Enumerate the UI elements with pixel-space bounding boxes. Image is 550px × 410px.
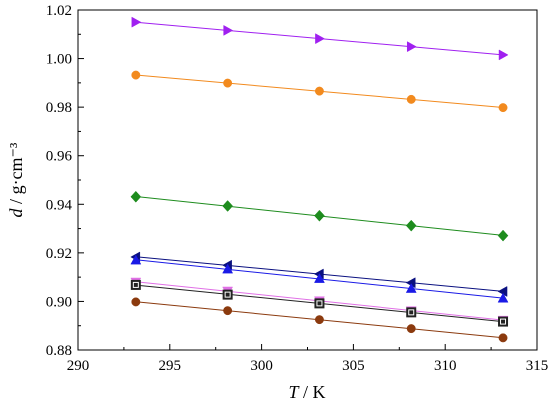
x-tick-label: 295: [159, 358, 182, 374]
data-point: [130, 254, 142, 265]
y-tick-label: 0.96: [46, 149, 73, 165]
data-point: [406, 324, 416, 334]
data-point: [314, 315, 324, 325]
series-1: [131, 16, 509, 61]
data-point: [314, 209, 325, 222]
data-point: [497, 229, 509, 242]
series-layer: [130, 16, 509, 343]
data-point: [131, 297, 141, 307]
y-tick-label: 0.88: [46, 343, 72, 359]
data-point-inner: [317, 301, 322, 306]
y-tick-label: 0.92: [46, 246, 72, 262]
y-tick-label: 0.94: [46, 197, 73, 213]
series-8: [131, 297, 508, 343]
x-tick-label: 315: [526, 358, 549, 374]
series-3: [130, 190, 509, 242]
x-axis-title: T / K: [288, 382, 325, 402]
y-axis-ticks: 0.88 0.90 0.92 0.94 0.96 0.98 1.00 1.02: [46, 3, 84, 359]
data-point: [498, 49, 509, 61]
x-tick-label: 310: [434, 358, 457, 374]
series-7: [130, 279, 509, 327]
data-point: [314, 86, 324, 96]
data-point-inner: [501, 319, 506, 324]
data-point: [222, 200, 233, 212]
data-point: [131, 16, 142, 28]
x-tick-label: 300: [250, 358, 273, 374]
data-point: [497, 292, 509, 303]
data-point-inner: [409, 310, 414, 315]
plot-frame: [77, 9, 538, 351]
y-tick-label: 1.02: [46, 3, 72, 19]
y-tick-label: 0.98: [46, 100, 72, 116]
data-point: [223, 24, 234, 36]
data-point: [223, 78, 233, 88]
data-point: [405, 219, 417, 232]
data-point: [222, 263, 234, 274]
data-point: [405, 283, 417, 293]
data-point: [406, 94, 416, 104]
x-axis-ticks: 290 295 300 305 310 315: [67, 344, 549, 374]
data-point: [131, 70, 141, 80]
data-point-inner: [225, 292, 230, 297]
y-tick-label: 0.90: [46, 294, 72, 310]
data-point: [130, 190, 142, 203]
data-point: [498, 333, 508, 343]
data-point: [406, 41, 417, 53]
y-axis-title: d / g·cm⁻³: [6, 142, 26, 217]
data-point: [498, 103, 508, 113]
series-2: [131, 70, 508, 113]
y-tick-label: 1.00: [46, 52, 72, 68]
data-point: [314, 273, 325, 283]
data-point: [223, 306, 233, 316]
data-point: [315, 33, 325, 45]
series-5: [130, 254, 509, 303]
data-point-inner: [133, 282, 138, 287]
x-tick-label: 305: [342, 358, 365, 374]
x-tick-label: 290: [67, 358, 90, 374]
